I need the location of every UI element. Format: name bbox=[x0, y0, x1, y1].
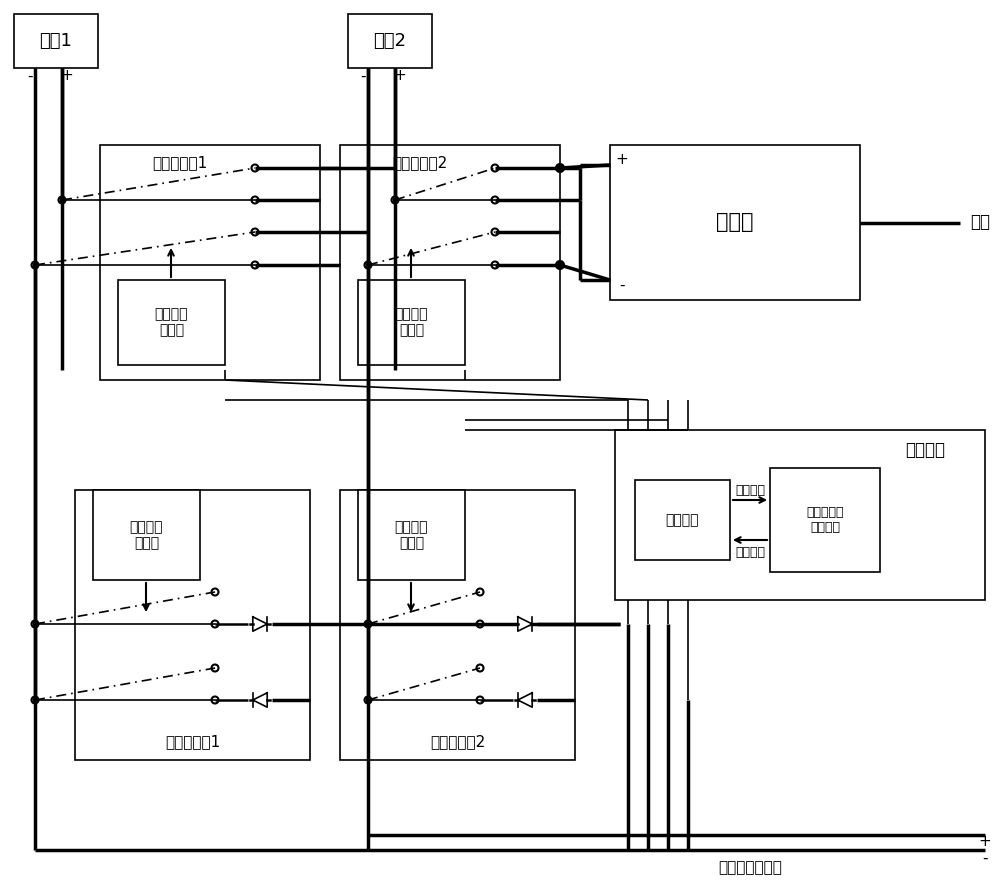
Circle shape bbox=[34, 623, 36, 625]
Bar bbox=[358, 280, 465, 365]
Bar bbox=[635, 480, 730, 560]
Text: +: + bbox=[61, 69, 73, 84]
Text: 主控制器: 主控制器 bbox=[666, 513, 699, 527]
Polygon shape bbox=[253, 693, 267, 707]
Text: -: - bbox=[360, 69, 366, 84]
Text: 市电: 市电 bbox=[970, 214, 990, 231]
Circle shape bbox=[394, 199, 396, 201]
Circle shape bbox=[34, 263, 36, 267]
Bar bbox=[615, 430, 985, 600]
Text: 充电继电器1: 充电继电器1 bbox=[152, 155, 208, 170]
Polygon shape bbox=[518, 617, 532, 631]
Circle shape bbox=[556, 164, 564, 172]
Text: -: - bbox=[982, 850, 988, 865]
Text: +: + bbox=[616, 153, 628, 168]
Text: -: - bbox=[619, 277, 625, 292]
Bar bbox=[75, 490, 310, 760]
Text: 电量监测与
报警模块: 电量监测与 报警模块 bbox=[806, 506, 844, 534]
Polygon shape bbox=[253, 617, 267, 631]
Text: 继电器控
制线圈: 继电器控 制线圈 bbox=[395, 520, 428, 550]
Polygon shape bbox=[518, 693, 532, 707]
Text: 报警指令: 报警指令 bbox=[735, 484, 765, 496]
Circle shape bbox=[366, 698, 370, 701]
Bar bbox=[610, 145, 860, 300]
Text: 继电器控
制线圈: 继电器控 制线圈 bbox=[130, 520, 163, 550]
Circle shape bbox=[366, 263, 370, 267]
Text: 继电器控
制线圈: 继电器控 制线圈 bbox=[395, 307, 428, 337]
Text: 为采集设备供电: 为采集设备供电 bbox=[718, 861, 782, 876]
Text: 供电继电器2: 供电继电器2 bbox=[430, 735, 485, 750]
Bar bbox=[118, 280, 225, 365]
Text: 供电继电器1: 供电继电器1 bbox=[165, 735, 220, 750]
Text: 监控单元: 监控单元 bbox=[905, 441, 945, 459]
Circle shape bbox=[60, 199, 64, 201]
Circle shape bbox=[34, 698, 36, 701]
Bar bbox=[348, 14, 432, 68]
Bar bbox=[358, 490, 465, 580]
Text: 充电继电器2: 充电继电器2 bbox=[392, 155, 448, 170]
Text: +: + bbox=[394, 69, 406, 84]
Circle shape bbox=[366, 623, 370, 625]
Text: 电量信息: 电量信息 bbox=[735, 546, 765, 559]
Text: 电池1: 电池1 bbox=[40, 32, 72, 50]
Bar bbox=[100, 145, 320, 380]
Text: +: + bbox=[979, 834, 991, 849]
Bar bbox=[770, 468, 880, 572]
Bar bbox=[340, 490, 575, 760]
Circle shape bbox=[556, 261, 564, 269]
Text: 继电器控
制线圈: 继电器控 制线圈 bbox=[155, 307, 188, 337]
Bar bbox=[340, 145, 560, 380]
Text: 电池2: 电池2 bbox=[374, 32, 406, 50]
Bar bbox=[93, 490, 200, 580]
Text: 充电器: 充电器 bbox=[716, 213, 754, 232]
Bar bbox=[14, 14, 98, 68]
Text: -: - bbox=[27, 69, 33, 84]
